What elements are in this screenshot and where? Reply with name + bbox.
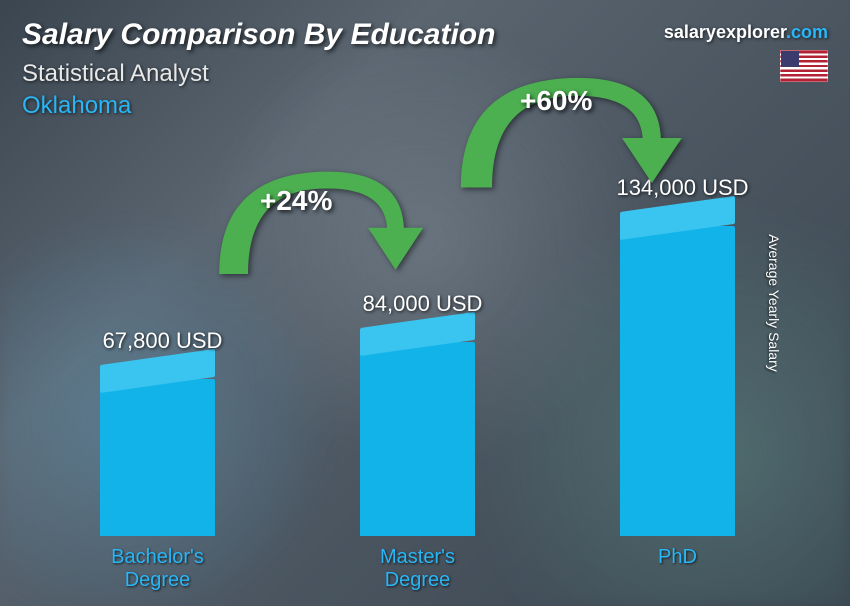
bar-label-0: Bachelor's Degree [80,546,235,592]
growth-label-0: +24% [260,185,332,217]
bar-0: 67,800 USDBachelor's Degree [100,379,215,536]
arrow-icon [440,60,700,210]
bar-2: 134,000 USDPhD [620,226,735,536]
bar-label-2: PhD [600,546,755,569]
location-label: Oklahoma [22,92,131,120]
bar-value-0: 67,800 USD [90,328,235,354]
brand-logo: salaryexplorer.com [664,22,828,43]
bar-label-1: Master's Degree [340,546,495,592]
flag-icon [780,50,828,82]
bar-top-1 [360,312,475,356]
page-subtitle: Statistical Analyst [22,60,209,88]
growth-arrow-1: +60% [440,60,700,210]
bar-1: 84,000 USDMaster's Degree [360,342,475,536]
brand-logo-text: salaryexplorer [664,22,786,42]
growth-label-1: +60% [520,85,592,117]
growth-arrow-0: +24% [200,155,440,295]
page-title: Salary Comparison By Education [22,18,495,52]
arrow-icon [200,155,440,295]
chart-area: 67,800 USDBachelor's Degree 84,000 USDMas… [60,130,790,536]
brand-logo-domain: .com [786,22,828,42]
bar-top-0 [100,349,215,393]
